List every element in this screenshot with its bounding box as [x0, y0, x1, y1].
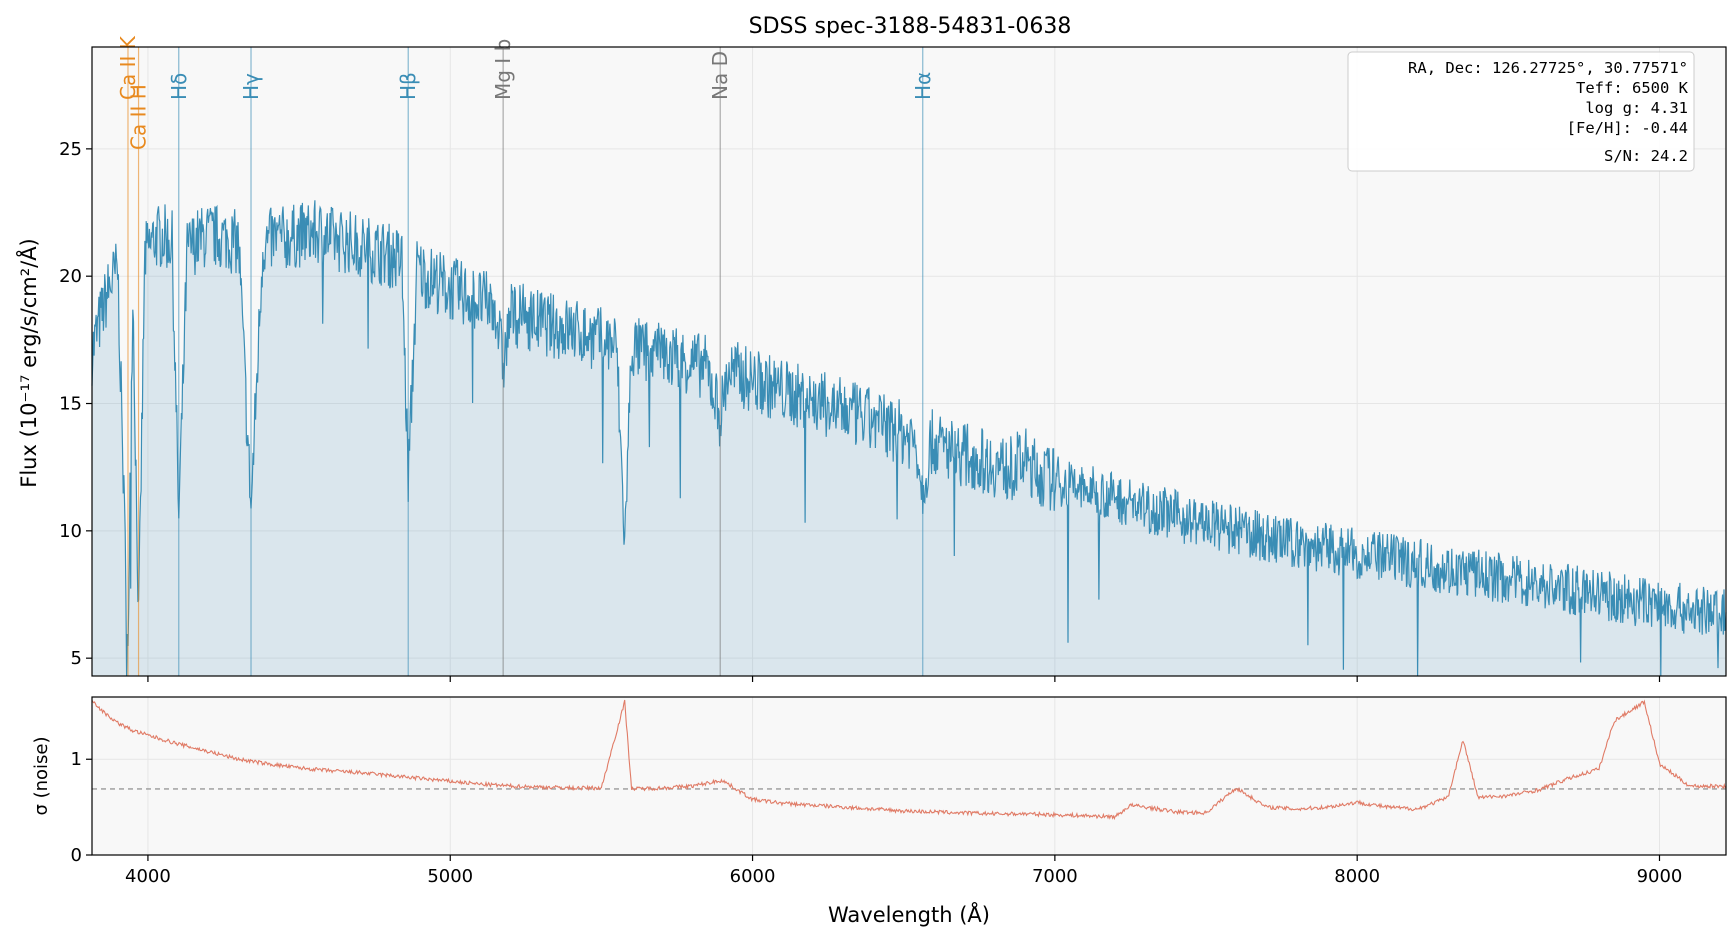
info-teff: Teff: 6500 K — [1576, 79, 1689, 97]
y-tick-label: 1 — [71, 749, 82, 770]
line-label-0: Ca II K — [116, 35, 140, 100]
chart-title: SDSS spec-3188-54831-0638 — [749, 14, 1072, 39]
line-label-2: Hδ — [167, 73, 191, 100]
info-box: RA, Dec: 126.27725°, 30.77571° Teff: 650… — [1347, 51, 1695, 172]
y-tick-label: 5 — [71, 648, 82, 669]
flux-x-ticks — [147, 676, 1661, 682]
flux-panel-frame — [91, 46, 1727, 677]
flux-y-axis-label: Flux (10⁻¹⁷ erg/s/cm²/Å) — [15, 238, 41, 488]
flux-y-ticks: 5 10 15 20 25 — [59, 139, 92, 669]
noise-x-ticks: 4000 5000 6000 7000 8000 9000 — [125, 855, 1682, 887]
y-tick-label: 0 — [71, 845, 82, 866]
x-axis-label: Wavelength (Å) — [828, 901, 990, 927]
y-tick-label: 10 — [59, 521, 82, 542]
flux-series-line — [91, 200, 1727, 677]
x-tick-label: 6000 — [730, 866, 776, 887]
x-tick-label: 5000 — [427, 866, 473, 887]
noise-panel-background — [92, 697, 1726, 855]
y-tick-label: 20 — [59, 266, 82, 287]
noise-panel-frame — [91, 696, 1727, 856]
info-snr: S/N: 24.2 — [1604, 147, 1688, 165]
info-radec: RA, Dec: 126.27725°, 30.77571° — [1408, 59, 1688, 77]
x-tick-label: 8000 — [1334, 866, 1380, 887]
noise-y-axis-label: σ (noise) — [31, 736, 52, 815]
y-tick-label: 15 — [59, 394, 82, 415]
line-label-1: Ca II H — [127, 84, 151, 150]
spectral-line-markers: Ca II KCa II H Hδ Hγ Hβ Mg I b Na D Hα — [116, 35, 935, 676]
flux-area-fill — [92, 200, 1726, 677]
noise-y-ticks: 01 — [71, 749, 92, 866]
line-label-3: Hγ — [239, 73, 263, 100]
info-box-frame — [1347, 51, 1695, 172]
line-label-6: Na D — [708, 51, 732, 100]
x-tick-label: 7000 — [1032, 866, 1078, 887]
info-feh: [Fe/H]: -0.44 — [1567, 119, 1688, 137]
line-label-5: Mg I b — [491, 39, 515, 100]
y-tick-label: 25 — [59, 139, 82, 160]
x-tick-label: 4000 — [125, 866, 171, 887]
line-label-7: Hα — [911, 72, 935, 100]
line-label-4: Hβ — [396, 72, 420, 100]
noise-series-line — [91, 699, 1727, 821]
info-logg: log g: 4.31 — [1585, 99, 1688, 117]
x-tick-label: 9000 — [1637, 866, 1683, 887]
